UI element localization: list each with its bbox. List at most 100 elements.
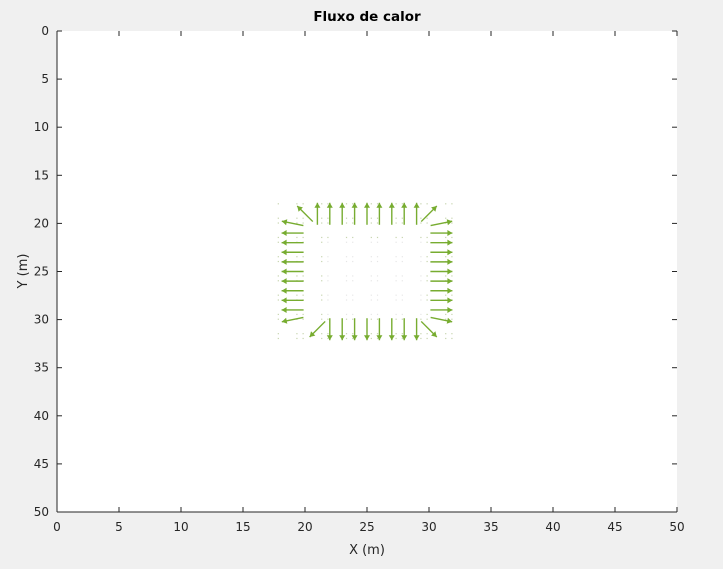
- small-vector-dot: [352, 222, 354, 224]
- flux-arrow-head: [351, 335, 358, 341]
- small-vector-dot: [321, 280, 323, 282]
- small-vector-dot: [352, 313, 354, 316]
- flux-arrow-head: [281, 307, 287, 313]
- small-vector-dot: [395, 222, 397, 224]
- small-vector-dot: [302, 294, 304, 296]
- small-vector-dot: [451, 294, 453, 296]
- y-tick-label: 45: [34, 457, 49, 471]
- small-vector-dot: [370, 280, 372, 282]
- small-vector-dot: [395, 203, 397, 205]
- small-vector-dot: [327, 275, 329, 277]
- small-vector-dot: [426, 318, 428, 320]
- small-vector-dot: [345, 280, 348, 282]
- flux-arrow-head: [309, 331, 316, 337]
- small-vector-dot: [327, 222, 329, 224]
- small-vector-dot: [321, 236, 323, 239]
- y-tick-label: 50: [34, 505, 49, 519]
- small-vector-dot: [376, 260, 379, 263]
- small-vector-dot: [321, 333, 323, 335]
- y-tick-label: 5: [41, 72, 49, 86]
- y-tick-label: 0: [41, 24, 49, 38]
- small-vector-dot: [321, 318, 323, 320]
- near-zero-vectors: [277, 203, 453, 340]
- y-axis-label: Y (m): [16, 254, 31, 290]
- small-vector-dot: [445, 275, 447, 277]
- flux-arrow-head: [281, 239, 287, 246]
- small-vector-dot: [401, 222, 403, 224]
- small-vector-dot: [445, 318, 447, 320]
- flux-arrow-head: [339, 202, 346, 208]
- flux-arrow-head: [281, 268, 287, 275]
- small-vector-dot: [451, 337, 453, 340]
- small-vector-dot: [327, 236, 329, 239]
- small-vector-dot: [296, 222, 298, 224]
- small-vector-dot: [401, 260, 403, 263]
- small-vector-dot: [370, 236, 372, 239]
- small-vector-dot: [401, 203, 403, 205]
- flux-arrow-head: [447, 268, 453, 275]
- small-vector-dot: [376, 299, 379, 301]
- y-tick-label: 35: [34, 361, 49, 375]
- small-vector-dot: [401, 241, 403, 243]
- small-vector-dot: [370, 333, 372, 335]
- small-vector-dot: [352, 256, 354, 258]
- small-vector-dot: [345, 318, 348, 320]
- small-vector-dot: [277, 241, 279, 243]
- small-vector-dot: [352, 299, 354, 301]
- small-vector-dot: [426, 241, 428, 243]
- small-vector-dot: [426, 217, 428, 219]
- y-tick-label: 30: [34, 313, 49, 327]
- flux-arrow-head: [326, 202, 333, 208]
- small-vector-dot: [376, 333, 379, 335]
- small-vector-dot: [321, 217, 323, 219]
- flux-arrow-head: [446, 317, 453, 324]
- small-vector-dot: [445, 313, 447, 316]
- small-vector-dot: [401, 299, 403, 301]
- flux-arrow-head: [281, 230, 287, 236]
- small-vector-dot: [345, 236, 348, 239]
- small-vector-dot: [370, 275, 372, 277]
- flux-arrow-head: [447, 278, 453, 285]
- small-vector-dot: [352, 294, 354, 296]
- small-vector-dot: [302, 236, 304, 239]
- small-vector-dot: [420, 337, 422, 340]
- small-vector-dot: [395, 318, 397, 320]
- small-vector-dot: [327, 256, 329, 258]
- small-vector-dot: [426, 222, 428, 224]
- small-vector-dot: [345, 241, 348, 243]
- small-vector-dot: [352, 217, 354, 219]
- small-vector-dot: [302, 313, 304, 316]
- small-vector-dot: [451, 318, 453, 320]
- small-vector-dot: [376, 337, 379, 340]
- small-vector-dot: [426, 337, 428, 340]
- small-vector-dot: [352, 236, 354, 239]
- flux-arrow-head: [447, 297, 453, 304]
- small-vector-dot: [277, 203, 279, 205]
- small-vector-dot: [327, 337, 329, 340]
- small-vector-dot: [370, 203, 372, 205]
- flux-arrow-head: [431, 206, 437, 212]
- x-tick-label: 15: [235, 520, 250, 534]
- small-vector-dot: [370, 337, 372, 340]
- small-vector-dot: [352, 280, 354, 282]
- small-vector-dot: [352, 241, 354, 243]
- small-vector-dot: [327, 299, 329, 301]
- small-vector-dot: [296, 203, 298, 205]
- flux-arrow-head: [388, 335, 395, 341]
- small-vector-dot: [370, 299, 372, 301]
- flux-arrow-head: [447, 287, 453, 294]
- small-vector-dot: [352, 275, 354, 277]
- x-tick-label: 35: [483, 520, 498, 534]
- small-vector-dot: [376, 313, 379, 316]
- small-vector-dot: [370, 217, 372, 219]
- small-vector-dot: [277, 294, 279, 296]
- small-vector-dot: [327, 217, 329, 219]
- small-vector-dot: [327, 260, 329, 263]
- x-tick-label: 40: [545, 520, 560, 534]
- flux-arrow-head: [351, 202, 358, 208]
- small-vector-dot: [370, 241, 372, 243]
- small-vector-dot: [302, 217, 304, 219]
- small-vector-dot: [302, 256, 304, 258]
- small-vector-dot: [420, 299, 422, 301]
- small-vector-dot: [345, 203, 348, 205]
